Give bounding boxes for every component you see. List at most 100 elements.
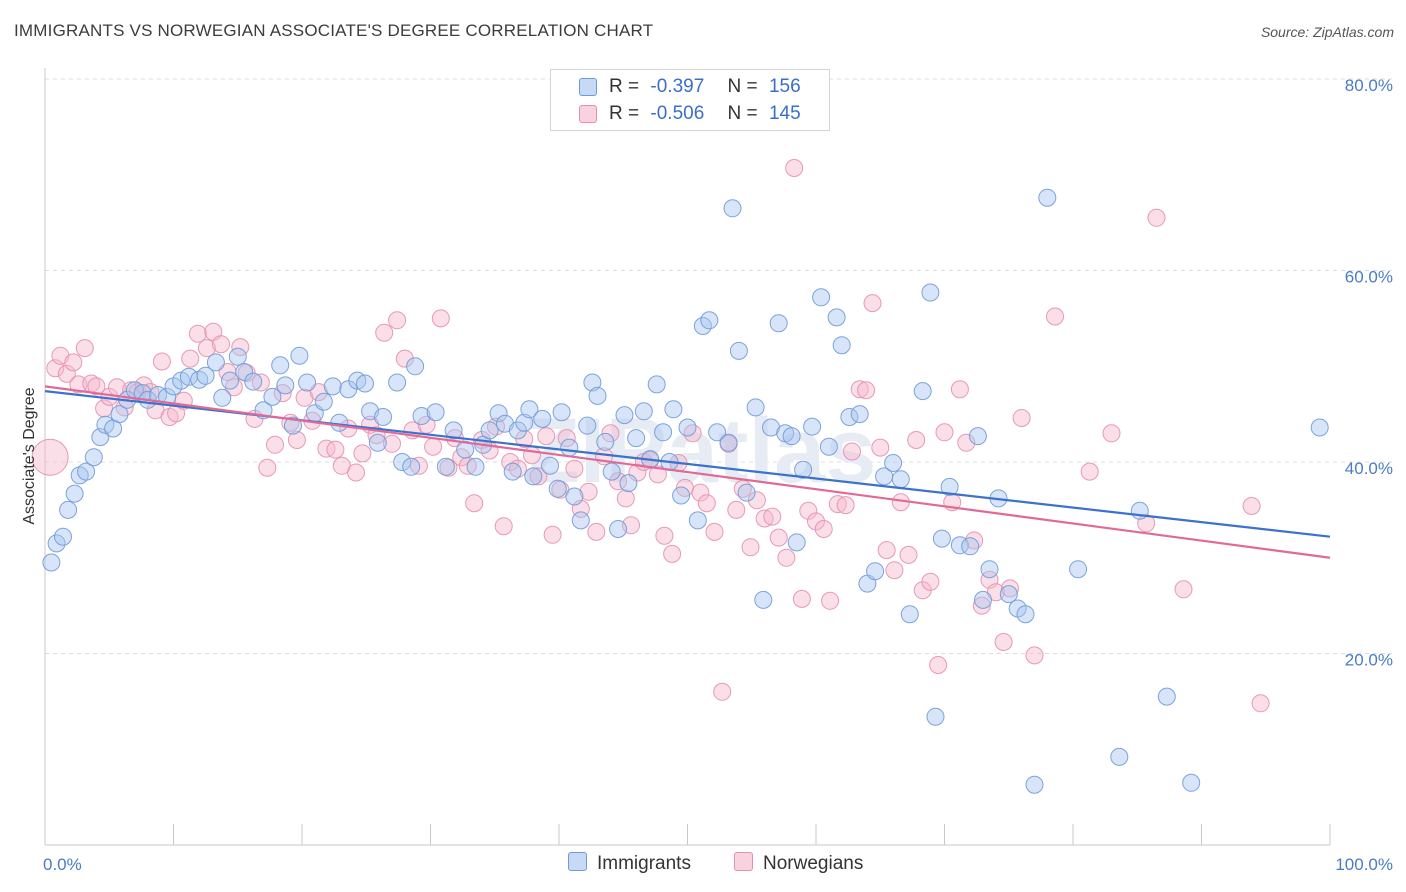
norwegians-point (57, 364, 76, 383)
norwegians-point (353, 444, 372, 463)
norwegians-point (713, 682, 732, 701)
norwegians-point (877, 541, 896, 560)
immigrants-point (1182, 773, 1201, 792)
norwegians-point (899, 545, 918, 564)
source-label: Source: ZipAtlas.com (1260, 24, 1394, 40)
immigrants-point (850, 405, 869, 424)
immigrants-point (402, 457, 421, 476)
norwegians-point (31, 438, 69, 476)
norwegians-point (1046, 307, 1064, 326)
immigrants-point (737, 483, 756, 502)
immigrants-point (782, 427, 801, 446)
bottom-legend-norwegians: Norwegians (734, 852, 863, 875)
immigrants-point (290, 346, 309, 365)
immigrants-point (466, 457, 485, 476)
immigrants-point (235, 363, 254, 381)
norwegians-point (628, 463, 647, 482)
gridlines (45, 78, 1392, 654)
norwegians-point (807, 512, 825, 531)
x-tick-label-min: 0.0% (43, 855, 82, 874)
immigrants-point (769, 314, 788, 333)
norwegians-n-value: 145 (768, 103, 801, 124)
norwegians-point (1174, 580, 1193, 599)
norwegians-point (1242, 497, 1261, 515)
immigrants-point (393, 453, 412, 471)
y-tick-label-60: 60.0% (1345, 268, 1393, 287)
immigrants-point (926, 707, 945, 726)
immigrants-point (276, 376, 295, 395)
immigrants-point (213, 388, 232, 407)
norwegians-point (871, 438, 890, 457)
immigrants-point (678, 418, 697, 437)
immigrants-point (619, 474, 638, 493)
bottom-immigrants-label: Immigrants (597, 853, 691, 874)
norwegians-point (508, 459, 527, 478)
immigrants-point (388, 373, 407, 392)
immigrants-point (524, 467, 543, 486)
immigrants-point (827, 308, 846, 327)
norwegians-point (799, 501, 818, 520)
y-axis-title: Associate's Degree (21, 387, 38, 524)
norwegians-point (1025, 646, 1044, 665)
norwegians-point (705, 522, 724, 541)
norwegians-point (1102, 424, 1121, 443)
immigrants-point (541, 456, 559, 475)
immigrants-point (565, 487, 584, 506)
norwegians-point (843, 442, 861, 461)
immigrants-point (456, 440, 475, 459)
immigrants-point (583, 373, 602, 392)
norwegians-point (258, 458, 277, 477)
immigrants-point (719, 433, 738, 452)
norwegians-point (383, 434, 401, 453)
immigrants-point (803, 417, 822, 436)
immigrants-point (729, 341, 748, 360)
norwegians-point (543, 525, 562, 544)
immigrants-point (578, 416, 597, 435)
immigrants-n-value: 156 (768, 76, 801, 97)
immigrants-point (65, 484, 84, 503)
immigrants-point (615, 406, 634, 425)
immigrants-point (794, 460, 813, 479)
norwegians-point (683, 424, 702, 443)
norwegians-point (1147, 208, 1166, 227)
norwegians-point (929, 656, 948, 674)
norwegians-point (907, 431, 926, 449)
immigrants-point (602, 462, 621, 481)
immigrants-point (263, 387, 282, 406)
immigrants-point (723, 199, 742, 218)
immigrants-point (1110, 747, 1129, 766)
immigrants-point (1310, 418, 1329, 437)
norwegians-point (181, 349, 200, 368)
norwegians-point (777, 548, 796, 567)
immigrants-point (980, 560, 999, 579)
norwegians-point (727, 500, 746, 519)
bottom-norwegians-swatch (734, 852, 753, 871)
norwegians-point (863, 294, 882, 313)
immigrants-point (59, 500, 78, 519)
immigrants-point (436, 457, 455, 476)
norwegians-point (431, 309, 450, 328)
norwegians-point (266, 435, 284, 454)
norwegians-point (565, 459, 584, 478)
norwegians-point (741, 538, 760, 557)
immigrants-point (323, 377, 342, 396)
norwegians-point (763, 507, 782, 526)
norwegians-point (326, 440, 345, 459)
immigrants-swatch (579, 78, 597, 96)
norwegians-r-label: R = (609, 103, 640, 124)
norwegians-point (814, 520, 833, 538)
immigrants-point (228, 347, 247, 366)
immigrants-points (42, 188, 1329, 794)
norwegians-point (747, 491, 766, 510)
immigrants-point (913, 382, 932, 401)
immigrants-point (54, 527, 72, 546)
immigrants-point (314, 392, 333, 411)
norwegians-point (994, 633, 1013, 651)
norwegians-point (691, 483, 710, 502)
norwegians-point (792, 589, 811, 608)
immigrants-r-label: R = (609, 76, 640, 97)
immigrants-point (271, 356, 290, 375)
norwegians-point (188, 324, 207, 343)
immigrants-point (812, 288, 831, 307)
immigrants-point (609, 520, 628, 538)
